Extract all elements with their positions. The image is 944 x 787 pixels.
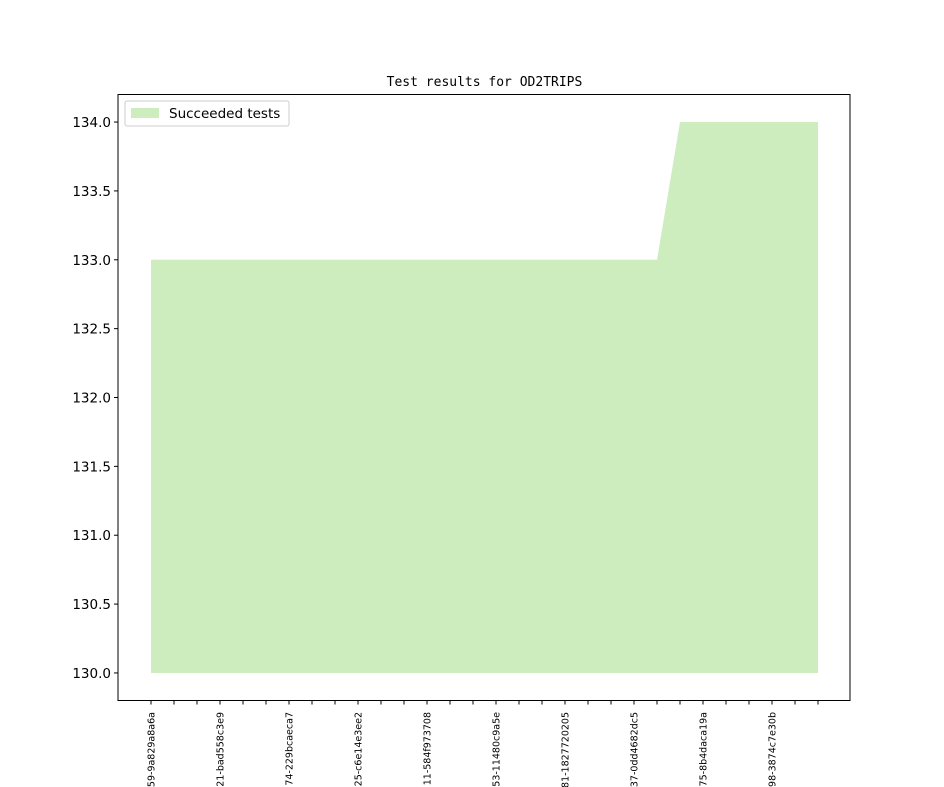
y-tick-label: 133.5 bbox=[72, 184, 111, 200]
x-tick-label: 11-584f973708 bbox=[423, 712, 434, 785]
x-tick-label: 74-229bcaeca7 bbox=[285, 712, 296, 786]
series-area-succeeded-tests bbox=[151, 122, 818, 673]
x-tick-label: 98-3874c7e30b bbox=[768, 712, 779, 787]
y-tick-label: 132.0 bbox=[72, 391, 111, 407]
y-tick-label: 134.0 bbox=[72, 115, 111, 131]
y-tick-label: 130.5 bbox=[72, 597, 111, 613]
y-tick-label: 131.5 bbox=[72, 459, 111, 475]
x-tick-label: 53-11480c9a5e bbox=[492, 712, 503, 787]
x-tick-label: 21-bad558c3e9 bbox=[216, 712, 227, 787]
x-tick-label: 81-1827720205 bbox=[561, 712, 572, 787]
y-tick-label: 131.0 bbox=[72, 528, 111, 544]
y-tick-label: 130.0 bbox=[72, 666, 111, 682]
x-tick-label: 59-9a829a8a6a bbox=[147, 712, 158, 787]
legend-box bbox=[124, 100, 290, 127]
chart-title: Test results for OD2TRIPS bbox=[387, 75, 583, 90]
x-tick-label: 25-c6e14e3ee2 bbox=[354, 712, 365, 786]
y-tick-label: 133.0 bbox=[72, 253, 111, 269]
legend-label: Succeeded tests bbox=[169, 106, 280, 122]
plot-area bbox=[151, 122, 818, 673]
y-tick-label: 132.5 bbox=[72, 322, 111, 338]
x-tick-label: 75-8b4daca19a bbox=[699, 712, 710, 786]
legend: Succeeded tests bbox=[124, 100, 290, 127]
legend-swatch bbox=[131, 108, 159, 118]
x-axis: 59-9a829a8a6a 21-bad558c3e9 74-229bcaeca7 2… bbox=[147, 700, 819, 787]
x-tick-label: 37-0dd4682dc5 bbox=[630, 712, 641, 787]
y-axis: 130.0 130.5 131.0 131.5 132.0 132.5 133.0 133.5… bbox=[72, 115, 118, 682]
